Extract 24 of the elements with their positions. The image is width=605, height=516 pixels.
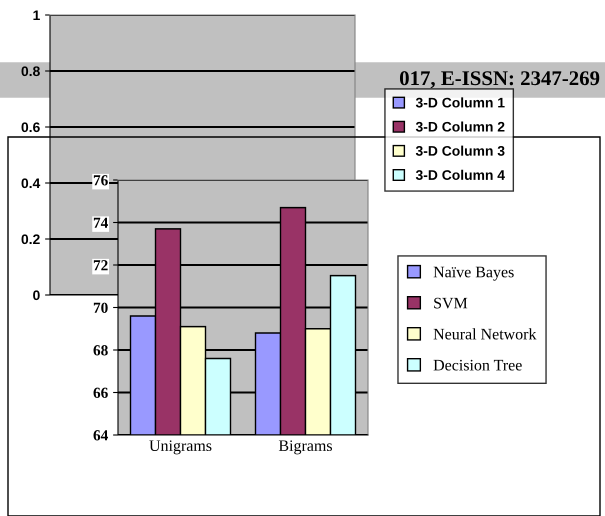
legend-label: Decision Tree [434,360,522,371]
x-tick-label: Bigrams [278,440,332,454]
y-tick-label: 70 [94,302,108,313]
legend-label: Naïve Bayes [434,266,514,281]
legend-label: SVM [434,298,468,309]
y-tick-label: 76 [94,175,108,186]
y-tick-label: 72 [94,260,108,270]
legend-label: 3-D Column 2 [416,121,504,132]
y-tick-label: 0.6 [22,122,40,132]
legend-label: 3-D Column 4 [416,170,505,180]
y-tick-label: 0.2 [22,234,40,244]
y-tick-label: 68 [94,345,108,356]
y-tick-label: 64 [94,430,108,440]
text: 017, E-ISSN: 2347-269 [400,71,600,88]
y-tick-label: 66 [94,388,108,398]
y-tick-label: 1 [33,10,40,20]
y-tick-label: 0.4 [22,178,40,188]
y-tick-label: 0 [33,290,40,300]
y-tick-label: 74 [94,218,108,228]
legend-label: Neural Network [434,328,536,340]
x-tick-label: Unigrams [149,440,212,454]
legend-label: 3-D Column 1 [416,97,505,108]
legend-label: 3-D Column 3 [416,146,505,156]
y-tick-label: 0.8 [22,66,40,76]
